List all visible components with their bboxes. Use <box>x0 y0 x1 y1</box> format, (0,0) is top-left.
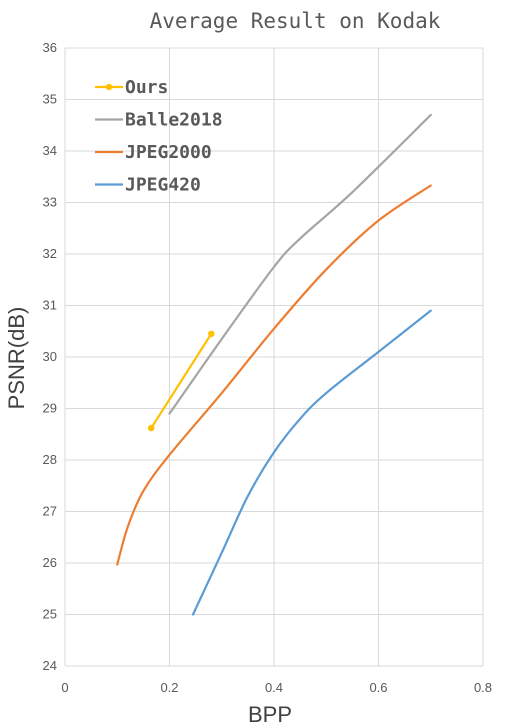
y-tick-label: 24 <box>43 658 57 673</box>
y-tick-label: 31 <box>43 298 57 313</box>
x-tick-label: 0.2 <box>160 680 178 695</box>
x-axis-ticks: 0 0.2 0.4 0.6 0.8 <box>61 680 492 695</box>
series-line-jpeg2000 <box>116 184 432 566</box>
x-tick-label: 0 <box>61 680 68 695</box>
y-tick-label: 32 <box>43 246 57 261</box>
y-tick-label: 29 <box>43 401 57 416</box>
series-line-balle2018 <box>168 113 432 415</box>
legend-item-balle2018: Balle2018 <box>95 110 223 131</box>
legend-marker-ours <box>105 83 113 91</box>
series-jpeg2000 <box>116 184 432 566</box>
chart-title: Average Result on Kodak <box>150 9 441 33</box>
legend-label-jpeg2000: JPEG2000 <box>125 142 212 163</box>
x-tick-label: 0.8 <box>474 680 492 695</box>
x-axis-label: BPP <box>248 702 292 727</box>
series-balle2018 <box>168 113 432 415</box>
data-point-ours <box>208 330 215 338</box>
y-tick-label: 25 <box>43 607 57 622</box>
legend-item-ours: Ours <box>95 77 168 98</box>
y-tick-label: 35 <box>43 92 57 107</box>
y-tick-label: 33 <box>43 195 57 210</box>
y-tick-label: 28 <box>43 452 57 467</box>
legend-label-ours: Ours <box>125 77 168 98</box>
legend: Ours Balle2018 JPEG2000 JPEG420 <box>95 77 223 196</box>
legend-label-balle2018: Balle2018 <box>125 110 223 131</box>
y-axis-ticks: 24 25 26 27 28 29 30 31 32 33 34 35 36 <box>43 40 57 673</box>
x-tick-label: 0.4 <box>265 680 283 695</box>
x-tick-label: 0.6 <box>369 680 387 695</box>
legend-item-jpeg2000: JPEG2000 <box>95 142 212 163</box>
series-layer <box>116 113 432 616</box>
y-tick-label: 26 <box>43 555 57 570</box>
y-tick-label: 27 <box>43 504 57 519</box>
series-jpeg420 <box>191 309 432 616</box>
legend-label-jpeg420: JPEG420 <box>125 175 201 196</box>
series-line-jpeg420 <box>191 309 432 616</box>
series-line-ours <box>150 332 213 430</box>
data-point-ours <box>148 424 155 432</box>
legend-item-jpeg420: JPEG420 <box>95 175 201 196</box>
y-tick-label: 30 <box>43 349 57 364</box>
grid-lines <box>64 47 484 667</box>
y-axis-label: PSNR(dB) <box>4 307 29 410</box>
y-tick-label: 34 <box>43 143 57 158</box>
y-tick-label: 36 <box>43 40 57 55</box>
series-ours <box>148 330 215 432</box>
